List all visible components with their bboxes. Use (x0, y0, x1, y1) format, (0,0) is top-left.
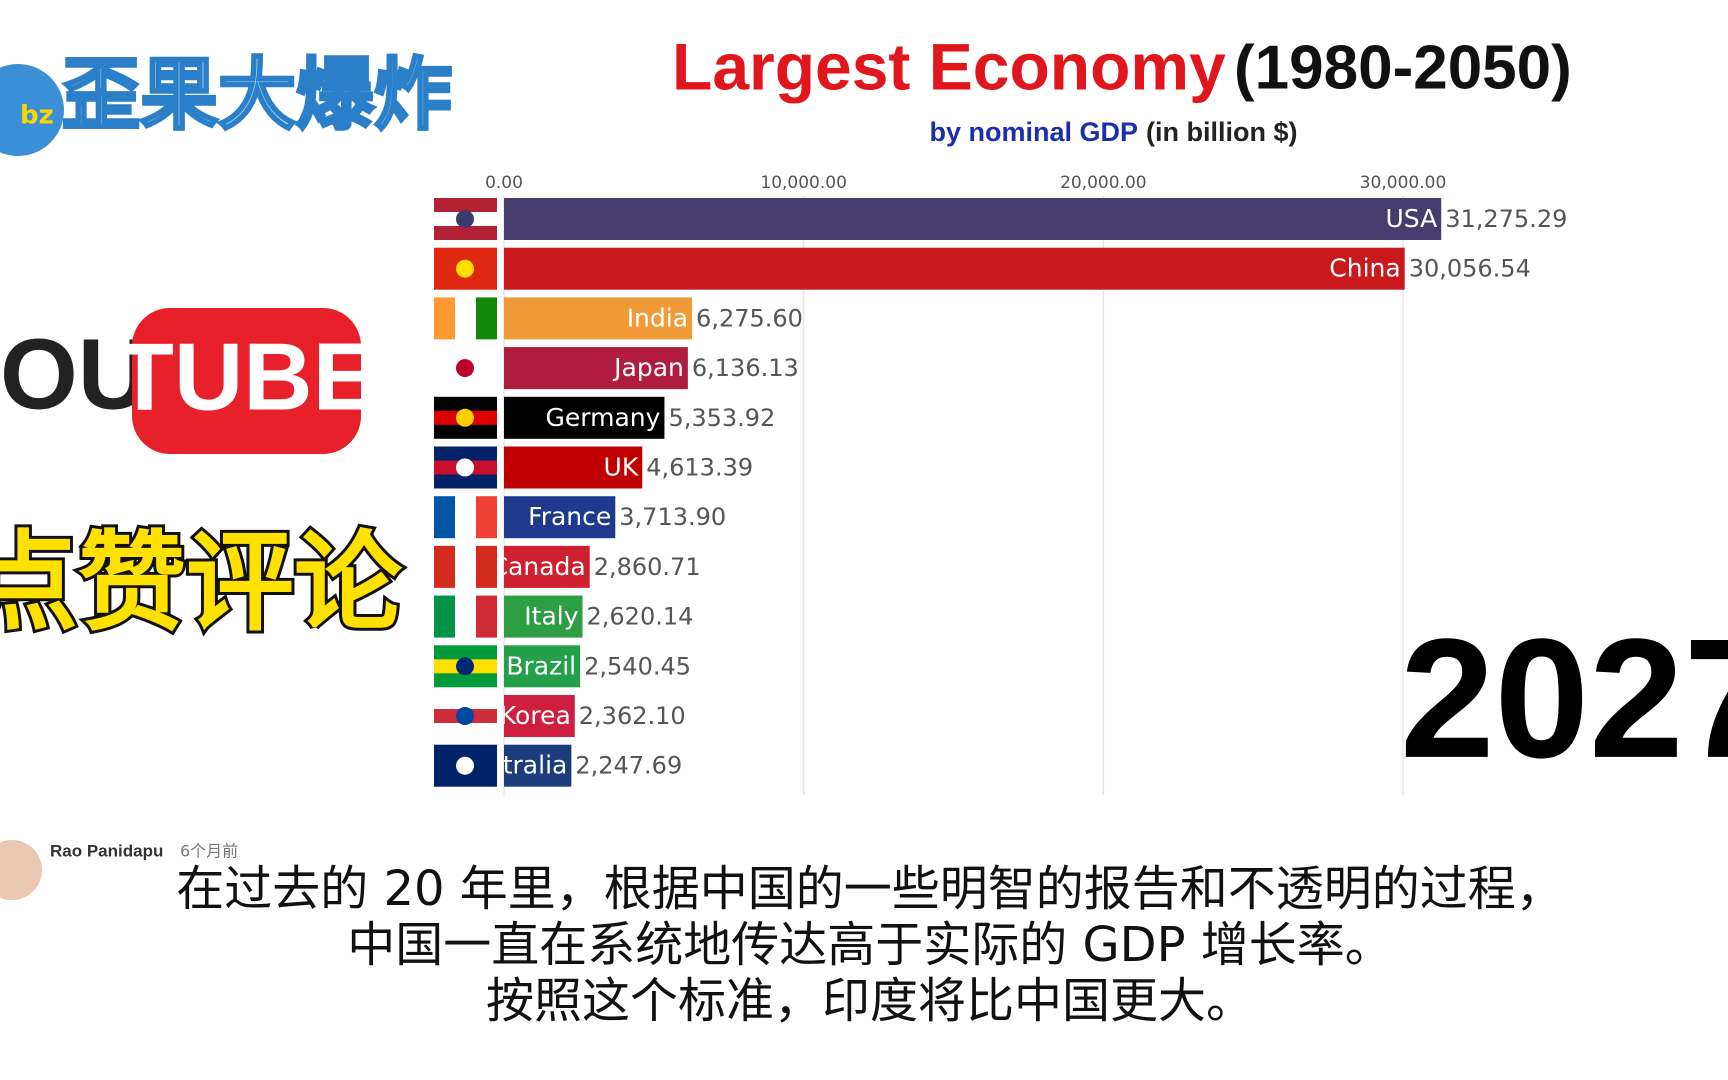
subtitle-line: 按照这个标准，印度将比中国更大。 (486, 973, 1254, 1029)
flag (456, 359, 474, 378)
x-tick-label: 0.00 (485, 173, 523, 193)
value-label: 4,613.39 (646, 454, 753, 482)
flag (455, 297, 476, 340)
flag (456, 210, 474, 228)
value-label: 2,620.14 (587, 603, 694, 631)
flag (476, 595, 497, 638)
logo-text: 歪果大爆炸 (62, 50, 452, 140)
youtube-box (132, 308, 361, 454)
plot: 0.00 10,000.00 20,000.00 30,000.00 USA 31,275… (434, 173, 1567, 795)
bar (504, 297, 693, 340)
logo-badge-text: bz (20, 101, 54, 131)
flag (456, 259, 474, 278)
subtitles: 在过去的 20 年里，根据中国的一些明智的报告和不透明的过程，中国一直在系统地传… (173, 858, 1567, 1032)
value-label: 6,275.60 (696, 304, 803, 332)
bar-category-label: Australia (457, 751, 568, 780)
youtube-right: TUBE (115, 323, 376, 430)
flag (456, 458, 474, 477)
flag (434, 496, 455, 539)
bar-category-label: China (1329, 254, 1400, 283)
bar (504, 595, 583, 638)
comment-time: 6个月前 (180, 842, 238, 861)
year-label: 2027 (1400, 604, 1728, 794)
flag (456, 756, 474, 775)
bar-category-label: UK (604, 453, 639, 482)
value-label: 2,540.45 (584, 652, 691, 680)
value-label: 3,713.90 (619, 503, 726, 531)
flag (434, 545, 455, 588)
bar (504, 496, 616, 539)
flag (434, 595, 455, 638)
x-tick-label: 30,000.00 (1360, 173, 1447, 193)
value-label: 2,362.10 (579, 702, 686, 730)
bar-category-label: Germany (546, 403, 661, 432)
bar-category-label: Canada (491, 552, 586, 581)
flag (455, 595, 476, 638)
flag (476, 297, 497, 340)
bar-category-label: Korea (500, 701, 571, 730)
bar (504, 446, 643, 489)
flag (455, 496, 476, 539)
value-label: 31,275.29 (1445, 205, 1567, 233)
subtitle-line: 在过去的 20 年里，根据中国的一些明智的报告和不透明的过程， (176, 861, 1564, 917)
flag (456, 408, 474, 427)
flag (456, 707, 474, 725)
bar (504, 744, 572, 787)
comment-avatar (0, 840, 42, 900)
bar (504, 347, 688, 390)
bar-category-label: Japan (612, 353, 684, 382)
bar-category-label: India (627, 303, 688, 332)
x-tick-label: 20,000.00 (1060, 173, 1147, 193)
logo-badge (0, 64, 64, 156)
subtitle-line: 中国一直在系统地传达高于实际的 GDP 增长率。 (347, 917, 1393, 973)
chart-subtitle: by nominal GDP (929, 117, 1138, 147)
flag (456, 657, 474, 676)
chart-subtitle-unit: (in billion $) (1146, 117, 1297, 147)
chart-title-years: (1980-2050) (1234, 33, 1572, 102)
flag (476, 496, 497, 539)
bar (504, 545, 590, 588)
value-label: 2,860.71 (594, 553, 701, 581)
bar (504, 396, 665, 439)
x-tick-label: 10,000.00 (760, 173, 847, 193)
bar-category-label: Brazil (506, 651, 576, 680)
flag (476, 545, 497, 588)
bar (504, 645, 581, 688)
chart-title: Largest Economy (672, 29, 1226, 103)
bar-category-label: Italy (524, 602, 578, 631)
bar-category-label: France (528, 502, 611, 531)
bar (504, 247, 1405, 290)
bar (504, 695, 575, 737)
comment-author: Rao Panidapu (50, 841, 163, 860)
value-label: 6,136.13 (692, 354, 799, 382)
value-label: 5,353.92 (668, 404, 775, 432)
value-label: 30,056.54 (1409, 255, 1531, 283)
bar (504, 198, 1442, 240)
bar-category-label: USA (1385, 204, 1437, 233)
flag (434, 297, 455, 340)
call-to-action: 点赞评论 (0, 521, 403, 646)
youtube-left: OU (0, 318, 150, 430)
flag (455, 545, 476, 588)
value-label: 2,247.69 (575, 752, 682, 780)
